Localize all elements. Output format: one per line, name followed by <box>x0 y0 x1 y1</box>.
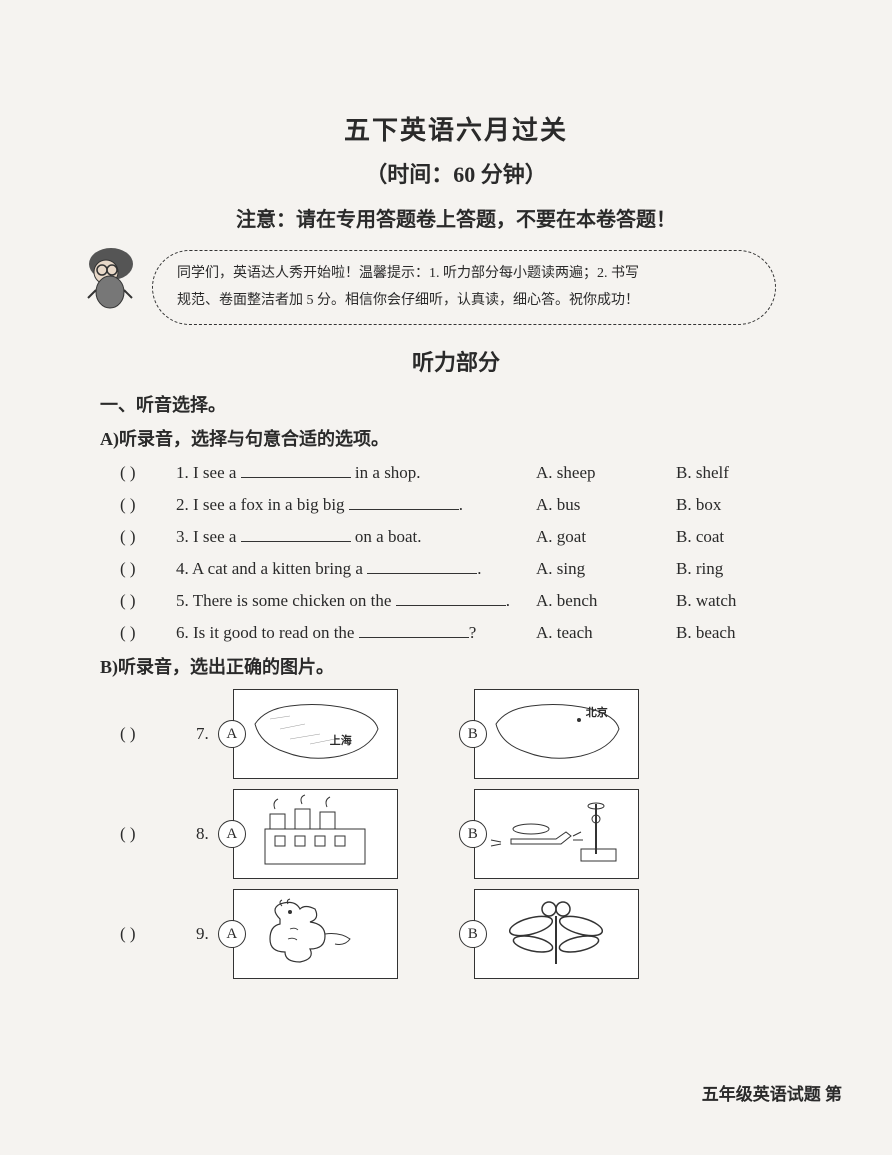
tip-line1: 同学们，英语达人秀开始啦！温馨提示：1. 听力部分每小题读两遍；2. 书写 <box>177 261 751 288</box>
tip-line2: 规范、卷面整洁者加 5 分。相信你会仔细听，认真读，细心答。祝你成功！ <box>177 288 751 315</box>
pic-8a: A <box>233 789 398 879</box>
qnum: 8. <box>196 824 209 844</box>
paren: ( ) <box>120 824 176 844</box>
option-a: A. bus <box>536 495 616 515</box>
option-b: B. coat <box>676 527 756 547</box>
letter-b: B <box>459 820 487 848</box>
question-text: 2. I see a fox in a big big . <box>176 493 536 515</box>
pic-9b: B <box>474 889 639 979</box>
pic-row-7: ( ) 7. A 上海 B 北京 <box>120 689 812 779</box>
letter-b: B <box>459 720 487 748</box>
pic-7b: B 北京 <box>474 689 639 779</box>
question-1: ( )1. I see a in a shop.A. sheep B. shelf <box>120 461 812 483</box>
question-4: ( )4. A cat and a kitten bring a .A. sin… <box>120 557 812 579</box>
option-b: B. beach <box>676 623 756 643</box>
qnum: 9. <box>196 924 209 944</box>
map-label-beijing: 北京 <box>586 704 608 720</box>
option-b: B. ring <box>676 559 756 579</box>
mascot-icon <box>76 242 146 312</box>
page-subtitle: （时间：60 分钟） <box>100 157 812 189</box>
listening-title: 听力部分 <box>100 345 812 377</box>
paren: ( ) <box>120 924 176 944</box>
option-b: B. shelf <box>676 463 756 483</box>
question-text: 3. I see a on a boat. <box>176 525 536 547</box>
part-a-heading: A)听录音，选择与句意合适的选项。 <box>100 425 812 451</box>
paren: ( ) <box>120 495 176 515</box>
page-title: 五下英语六月过关 <box>100 110 812 147</box>
tip-box: 同学们，英语达人秀开始啦！温馨提示：1. 听力部分每小题读两遍；2. 书写 规范… <box>136 250 776 325</box>
pic-7a: A 上海 <box>233 689 398 779</box>
letter-a: A <box>218 720 246 748</box>
option-a: A. bench <box>536 591 616 611</box>
pic-row-9: ( ) 9. A B <box>120 889 812 979</box>
part-b-heading: B)听录音，选出正确的图片。 <box>100 653 812 679</box>
option-a: A. sing <box>536 559 616 579</box>
tip-bubble: 同学们，英语达人秀开始啦！温馨提示：1. 听力部分每小题读两遍；2. 书写 规范… <box>152 250 776 325</box>
question-6: ( )6. Is it good to read on the ?A. teac… <box>120 621 812 643</box>
paren: ( ) <box>120 527 176 547</box>
question-text: 6. Is it good to read on the ? <box>176 621 536 643</box>
paren: ( ) <box>120 724 176 744</box>
question-text: 5. There is some chicken on the . <box>176 589 536 611</box>
option-b: B. box <box>676 495 756 515</box>
letter-a: A <box>218 920 246 948</box>
question-5: ( )5. There is some chicken on the .A. b… <box>120 589 812 611</box>
question-3: ( )3. I see a on a boat.A. goat B. coat <box>120 525 812 547</box>
option-a: A. sheep <box>536 463 616 483</box>
paren: ( ) <box>120 623 176 643</box>
paren: ( ) <box>120 591 176 611</box>
letter-a: A <box>218 820 246 848</box>
paren: ( ) <box>120 559 176 579</box>
page-footer: 五年级英语试题 第 <box>702 1080 842 1105</box>
pic-9a: A <box>233 889 398 979</box>
paren: ( ) <box>120 463 176 483</box>
pic-8b: B <box>474 789 639 879</box>
option-b: B. watch <box>676 591 756 611</box>
letter-b: B <box>459 920 487 948</box>
qnum: 7. <box>196 724 209 744</box>
section1-heading: 一、听音选择。 <box>100 391 812 417</box>
map-label-shanghai: 上海 <box>330 732 352 748</box>
page-notice: 注意：请在专用答题卷上答题，不要在本卷答题！ <box>100 203 812 232</box>
question-text: 4. A cat and a kitten bring a . <box>176 557 536 579</box>
question-2: ( )2. I see a fox in a big big .A. bus B.… <box>120 493 812 515</box>
option-a: A. goat <box>536 527 616 547</box>
pic-row-8: ( ) 8. A B <box>120 789 812 879</box>
question-text: 1. I see a in a shop. <box>176 461 536 483</box>
option-a: A. teach <box>536 623 616 643</box>
